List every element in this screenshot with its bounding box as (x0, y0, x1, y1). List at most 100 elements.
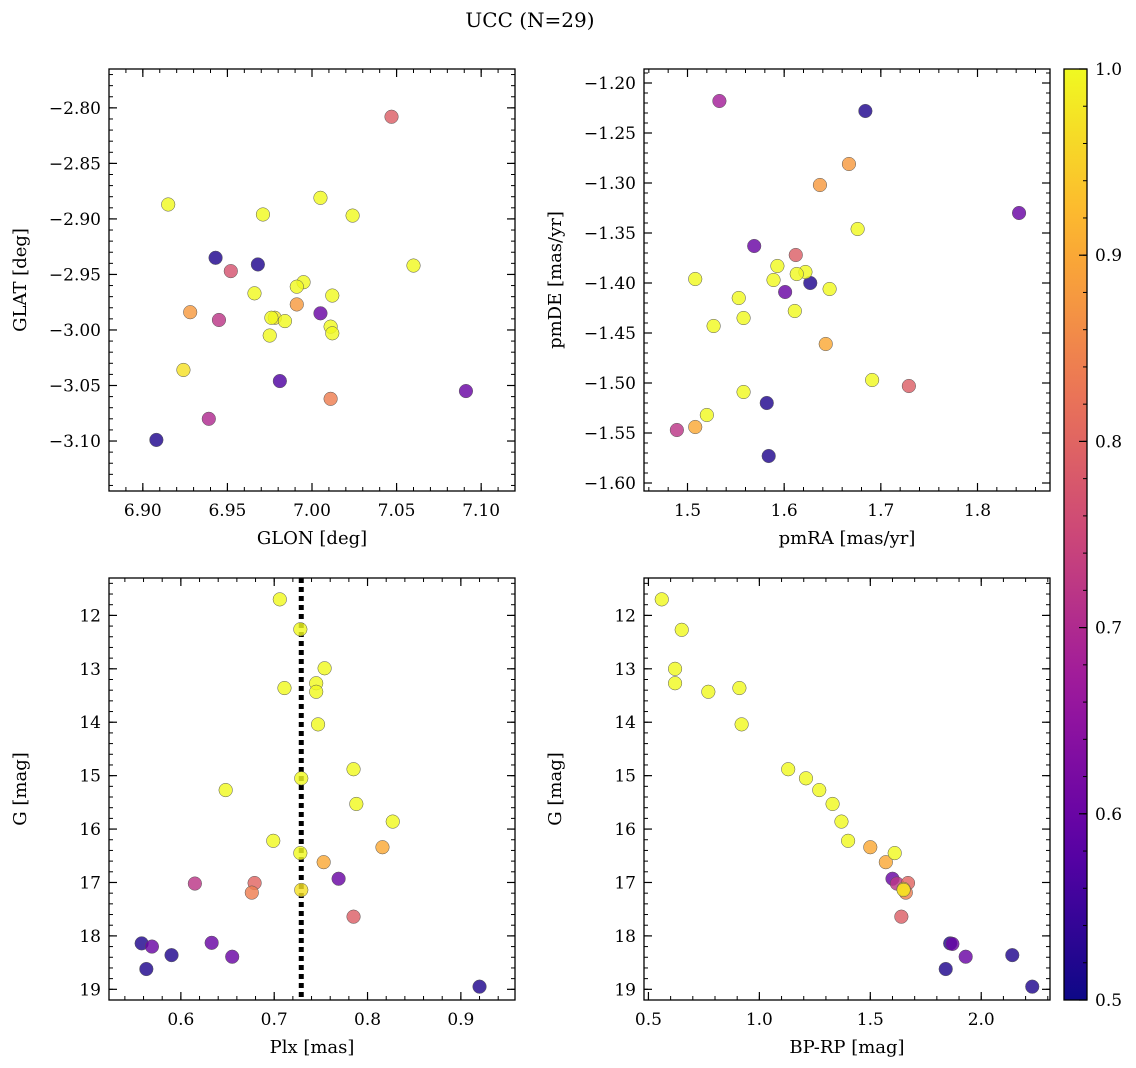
panel-plx-g: 0.6 0.7 0.8 0.9 12 13 14 15 16 17 18 19 Plx [mas] G [… (10, 577, 516, 1058)
data-point (349, 796, 364, 812)
data-point (822, 281, 837, 297)
data-point (264, 310, 279, 325)
data-point (778, 284, 793, 300)
figure-title: UCC (N=29) (465, 8, 594, 32)
data-point (309, 684, 324, 699)
data-point (770, 258, 785, 274)
colorbar-frame (1063, 68, 1088, 1001)
data-point (761, 448, 776, 464)
y-tick-label: 19 (79, 980, 101, 1000)
data-point (176, 362, 191, 378)
data-point (674, 622, 689, 637)
minor-ticks (644, 69, 1050, 491)
data-point (654, 592, 669, 607)
data-point (223, 264, 238, 279)
data-point (863, 840, 878, 855)
data-point (250, 257, 265, 272)
y-tick-label: 13 (614, 660, 636, 680)
y-axis-label: GLAT [deg] (10, 228, 31, 332)
data-point (825, 796, 840, 812)
x-tick-label: 2.0 (968, 1010, 995, 1030)
data-point (316, 855, 331, 870)
data-point (945, 936, 960, 951)
y-tick-label: 16 (79, 820, 101, 840)
data-point (1012, 205, 1027, 221)
data-point (788, 247, 803, 263)
data-point (244, 885, 259, 900)
data-point (187, 876, 202, 891)
data-point (384, 109, 399, 124)
data-point (346, 762, 361, 777)
colorbar-tick-label: 0.8 (1095, 432, 1122, 452)
y-tick-label: −1.30 (584, 174, 636, 194)
data-point (865, 372, 880, 388)
y-axis-label: G [mag] (10, 752, 31, 825)
data-point (208, 250, 223, 265)
colorbar-tick-label: 0.5 (1095, 991, 1122, 1011)
points (654, 592, 1040, 994)
data-point (225, 949, 240, 964)
data-point (901, 378, 916, 394)
data-point (812, 177, 827, 193)
x-tick-label: 0.5 (635, 1010, 662, 1030)
x-tick-label: 0.6 (167, 1010, 194, 1030)
x-tick-label: 1.5 (674, 501, 701, 521)
data-point (699, 407, 714, 423)
data-point (668, 676, 683, 691)
x-tick-label: 1.5 (857, 1010, 884, 1030)
colorbar-tick-label: 0.6 (1095, 805, 1122, 825)
data-point (385, 814, 400, 829)
y-tick-label: −1.45 (584, 324, 636, 344)
data-point (759, 395, 774, 411)
x-axis-label: pmRA [mas/yr] (779, 528, 916, 549)
y-tick-label: 17 (79, 873, 101, 893)
y-tick-label: 19 (614, 980, 636, 1000)
data-point (787, 303, 802, 319)
y-tick-label: 12 (79, 606, 101, 626)
y-axis-label: pmDE [mas/yr] (545, 211, 566, 349)
data-point (161, 197, 176, 212)
points (134, 592, 487, 994)
y-tick-label: 16 (614, 820, 636, 840)
data-point (262, 328, 277, 343)
x-axis-label: BP-RP [mag] (789, 1037, 904, 1058)
data-point (325, 326, 340, 341)
data-point (766, 272, 781, 288)
data-point (789, 266, 804, 282)
data-point (858, 103, 873, 119)
data-point (139, 961, 154, 977)
data-point (736, 384, 751, 400)
y-tick-label: 15 (614, 767, 636, 787)
data-point (183, 305, 198, 320)
panel-glon-glat: 6.90 6.95 7.00 7.05 7.10 −2.80 −2.85 −2.90 −2.95… (10, 68, 516, 549)
data-point (218, 783, 233, 798)
data-point (841, 156, 856, 172)
data-point (313, 190, 328, 205)
x-tick-label: 7.10 (462, 501, 500, 521)
data-point (706, 318, 721, 334)
y-tick-label: −3.05 (49, 377, 101, 397)
y-tick-label: −2.80 (49, 99, 101, 119)
x-axis-label: Plx [mas] (270, 1037, 355, 1058)
data-point (211, 312, 227, 328)
y-tick-label: 18 (614, 927, 636, 947)
x-tick-label: 1.8 (964, 501, 991, 521)
data-point (345, 208, 360, 223)
data-point (732, 680, 747, 696)
axes-frame (643, 577, 1051, 1001)
data-point (668, 661, 683, 676)
y-tick-label: −1.25 (584, 124, 636, 144)
major-ticks (644, 578, 1050, 1000)
data-point (688, 271, 703, 287)
minor-ticks (108, 69, 516, 491)
y-tick-label: −1.60 (584, 474, 636, 494)
x-tick-label: 7.05 (378, 501, 416, 521)
data-point (201, 411, 216, 426)
data-point (688, 419, 703, 435)
data-point (331, 871, 346, 886)
colorbar: 0.5 0.6 0.7 0.8 0.9 1.0 (1063, 60, 1122, 1011)
y-tick-label: 15 (79, 767, 101, 787)
data-point (272, 592, 287, 607)
data-point (164, 948, 179, 963)
data-point (958, 949, 973, 964)
